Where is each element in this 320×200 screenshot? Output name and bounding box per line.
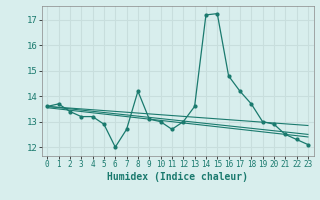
X-axis label: Humidex (Indice chaleur): Humidex (Indice chaleur) [107,172,248,182]
